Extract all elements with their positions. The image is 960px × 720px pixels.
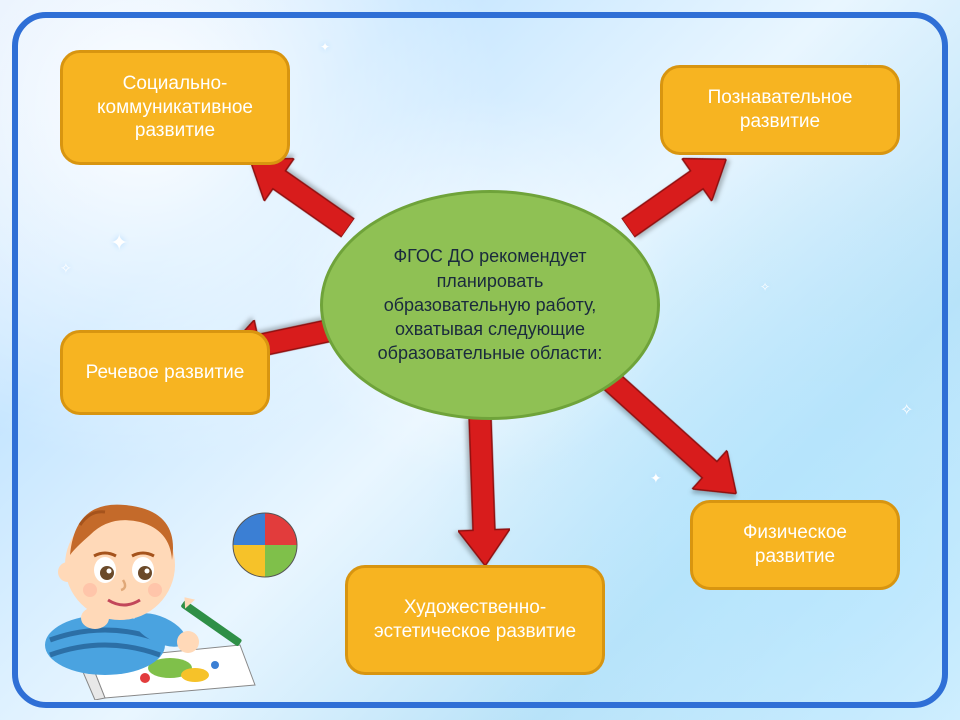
node-social: Социально-коммуникативное развитие	[60, 50, 290, 165]
node-cognitive: Познавательное развитие	[660, 65, 900, 155]
node-artistic: Художественно-эстетическое развитие	[345, 565, 605, 675]
node-physical: Физическое развитие	[690, 500, 900, 590]
node-label: Художественно-эстетическое развитие	[364, 596, 586, 644]
arrow-to-artistic	[454, 415, 511, 567]
node-label: Социально-коммуникативное развитие	[79, 72, 271, 143]
node-label: Речевое развитие	[86, 361, 245, 385]
center-ellipse: ФГОС ДО рекомендует планировать образова…	[320, 190, 660, 420]
ball-icon	[233, 513, 297, 577]
node-label: Познавательное развитие	[679, 86, 881, 134]
diagram-stage: ✦ ✦ ✧ ✦ ✧ ✦ ✧ ФГОС ДО рекомендует планир…	[0, 0, 960, 720]
child-illustration	[20, 460, 320, 700]
node-speech: Речевое развитие	[60, 330, 270, 415]
node-label: Физическое развитие	[709, 521, 881, 569]
center-text: ФГОС ДО рекомендует планировать образова…	[361, 244, 619, 365]
child-head	[58, 505, 175, 629]
